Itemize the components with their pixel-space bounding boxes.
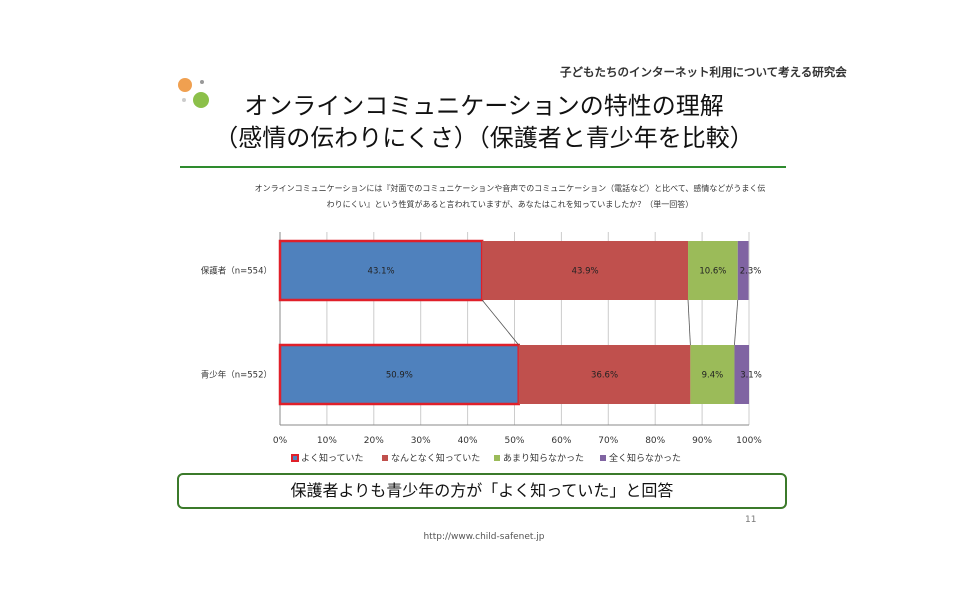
question-text-cont: わりにくい』という性質があると言われていますが、あなたはこれを知っていましたか？…	[326, 200, 694, 209]
slide-subtitle: （感情の伝わりにくさ）（保護者と青少年を比較）	[214, 124, 754, 152]
x-tick-label: 20%	[364, 436, 384, 446]
data-label: 3.1%	[740, 371, 762, 381]
legend-swatch	[494, 455, 500, 461]
conclusion-box: 保護者よりも青少年の方が「よく知っていた」と回答	[177, 473, 787, 509]
x-tick-label: 80%	[645, 436, 665, 446]
data-label: 43.9%	[572, 267, 599, 277]
bar-segment	[278, 239, 484, 302]
x-tick-label: 100%	[736, 436, 762, 446]
bar-segment	[737, 241, 749, 300]
series-connector	[481, 299, 520, 346]
bar-segment	[518, 345, 691, 404]
page-number: 11	[745, 515, 757, 525]
bar-segment	[688, 241, 738, 300]
divider	[180, 166, 786, 168]
series-connector	[687, 299, 691, 346]
x-tick-label: 60%	[551, 436, 571, 446]
data-label: 2.3%	[740, 267, 762, 277]
legend-swatch	[291, 454, 299, 462]
legend-swatch	[600, 455, 606, 461]
x-tick-label: 10%	[317, 436, 337, 446]
bar-segment	[734, 345, 749, 404]
legend-label: よく知っていた	[301, 452, 364, 464]
x-tick-label: 0%	[273, 436, 288, 446]
question-text: オンラインコミュニケーションには『対面でのコミュニケーションや音声でのコミュニケ…	[254, 184, 766, 193]
logo	[176, 76, 216, 112]
slide-title: オンラインコミュニケーションの特性の理解	[244, 92, 724, 120]
data-label: 43.1%	[368, 267, 395, 277]
bar-segment	[482, 241, 689, 300]
legend-label: 全く知らなかった	[609, 452, 681, 464]
x-tick-label: 90%	[692, 436, 712, 446]
category-label: 青少年（n=552）	[201, 370, 272, 381]
data-label: 9.4%	[702, 371, 724, 381]
x-tick-label: 40%	[458, 436, 478, 446]
legend-label: あまり知らなかった	[503, 452, 584, 464]
x-tick-label: 70%	[598, 436, 618, 446]
series-connector	[734, 299, 739, 346]
organization-name: 子どもたちのインターネット利用について考える研究会	[560, 65, 847, 79]
category-label: 保護者（n=554）	[201, 266, 272, 277]
data-label: 50.9%	[386, 371, 413, 381]
bar-segment	[690, 345, 735, 404]
data-label: 36.6%	[591, 371, 618, 381]
legend-swatch	[382, 455, 388, 461]
bar-segment	[278, 343, 520, 406]
legend-label: なんとなく知っていた	[391, 452, 480, 464]
x-tick-label: 30%	[411, 436, 431, 446]
x-tick-label: 50%	[504, 436, 524, 446]
footer-url: http://www.child-safenet.jp	[423, 532, 545, 542]
data-label: 10.6%	[699, 267, 726, 277]
